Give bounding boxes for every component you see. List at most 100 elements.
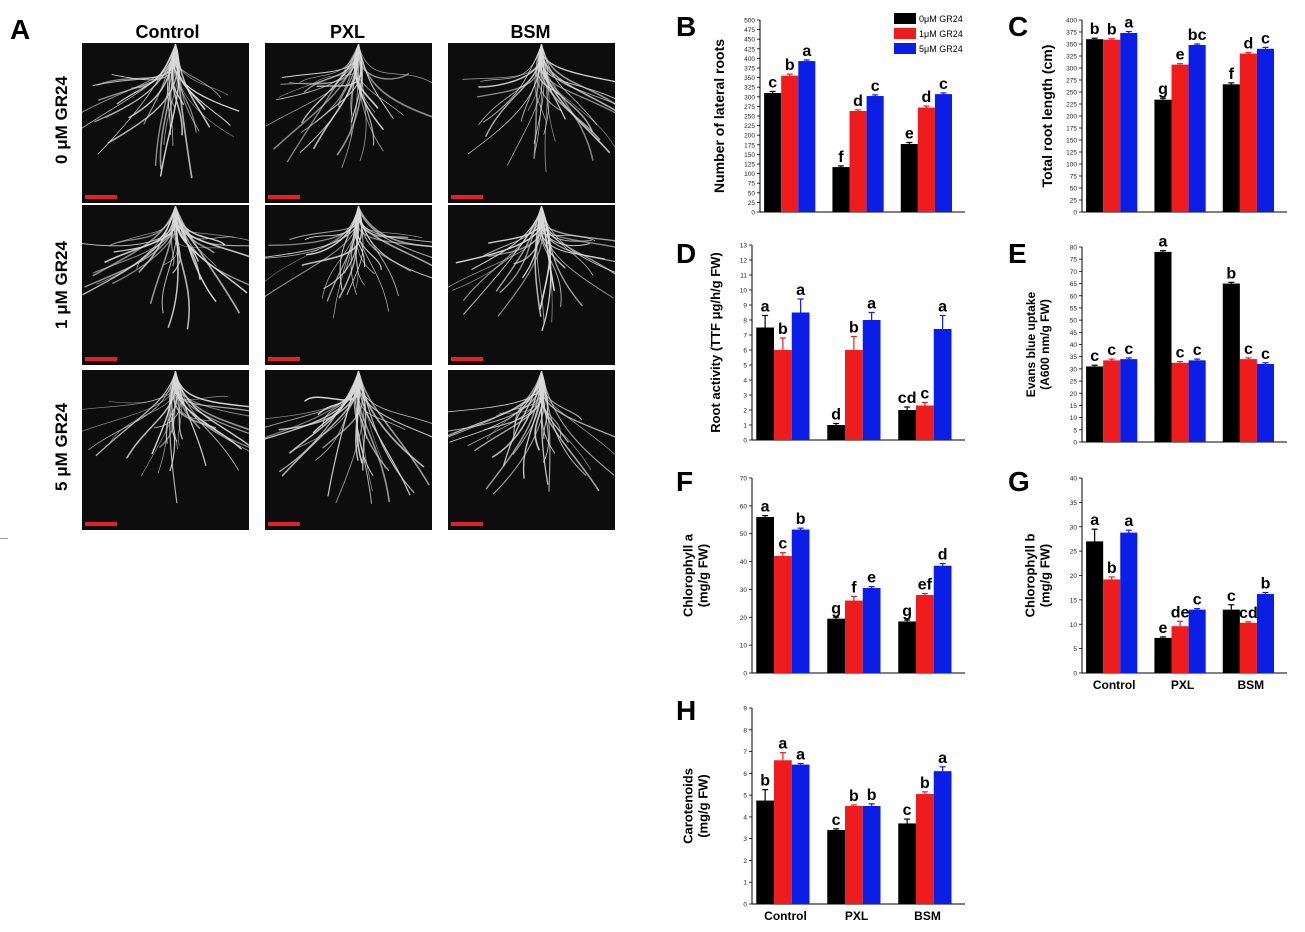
significance-label: e: [1176, 47, 1185, 64]
y-tick-label: 20: [1070, 391, 1078, 398]
y-tick-label: 0: [1073, 210, 1077, 217]
significance-label: a: [1124, 513, 1133, 530]
bar-control-0: [756, 327, 775, 440]
bar-pxl-0: [1154, 251, 1172, 442]
significance-label: c: [1261, 30, 1270, 47]
significance-label: a: [938, 299, 947, 316]
significance-label: g: [1158, 81, 1168, 98]
y-tick-label: 275: [744, 104, 755, 111]
scale-bar: [268, 195, 300, 199]
bar-pxl-1: [845, 600, 863, 673]
significance-label: cd: [1239, 605, 1258, 622]
significance-label: bc: [1188, 27, 1207, 44]
y-tick-label: 10: [1070, 415, 1078, 422]
scale-bar: [85, 357, 117, 361]
y-tick-label: 3: [743, 393, 747, 400]
significance-label: c: [903, 802, 912, 819]
bar-pxl-0: [1154, 99, 1172, 212]
bar-control-1: [774, 760, 792, 904]
bar-pxl-2: [862, 588, 881, 673]
significance-label: a: [761, 299, 770, 316]
y-tick-label: 4: [743, 814, 747, 821]
bar-control-2: [791, 529, 810, 673]
significance-label: a: [1124, 15, 1133, 32]
bar-bsm-0: [1222, 283, 1240, 442]
significance-label: f: [838, 149, 844, 166]
y-tick-label: 0: [743, 902, 747, 909]
significance-label: c: [871, 78, 880, 95]
y-tick-label: 5: [743, 793, 747, 800]
bar-pxl-1: [845, 350, 863, 440]
y-tick-label: 225: [1066, 102, 1077, 109]
significance-label: a: [796, 282, 805, 299]
y-tick-label: 35: [1070, 354, 1078, 361]
y-tick-label: 80: [1070, 245, 1078, 252]
y-tick-label: 65: [1070, 281, 1078, 288]
y-tick-label: 6: [743, 771, 747, 778]
bar-bsm-2: [933, 329, 952, 440]
significance-label: c: [1193, 592, 1202, 609]
y-axis-label: (mg/g FW): [696, 774, 711, 838]
y-tick-label: 25: [748, 200, 756, 207]
bar-bsm-0: [898, 823, 917, 904]
significance-label: b: [1226, 265, 1236, 282]
x-tick-label: Control: [764, 909, 807, 923]
y-tick-label: 100: [1066, 162, 1077, 169]
root-photo-control-5um: [82, 370, 249, 530]
bar-pxl-1: [849, 111, 867, 212]
y-tick-label: 8: [743, 318, 747, 325]
scale-bar: [451, 522, 483, 526]
bar-pxl-0: [827, 425, 846, 440]
significance-label: c: [939, 76, 948, 93]
bar-bsm-0: [1222, 609, 1240, 673]
y-tick-label: 450: [744, 37, 755, 44]
panel-letter: C: [1008, 11, 1028, 42]
bar-pxl-2: [866, 96, 884, 212]
y-tick-label: 4: [743, 378, 747, 385]
y-tick-label: 60: [740, 503, 748, 510]
y-tick-label: 45: [1070, 330, 1078, 337]
bar-control-1: [1103, 579, 1121, 673]
panel-a-letter: A: [10, 14, 31, 45]
significance-label: b: [1107, 22, 1117, 39]
significance-label: c: [920, 386, 929, 403]
significance-label: a: [1090, 512, 1099, 529]
y-tick-label: 25: [1070, 549, 1078, 556]
bar-control-2: [1120, 32, 1138, 213]
root-photo-pxl-1um: [265, 205, 432, 365]
significance-label: b: [1090, 21, 1100, 38]
significance-label: b: [867, 787, 877, 804]
significance-label: c: [1261, 346, 1270, 363]
column-header-control: Control: [135, 22, 200, 42]
bar-bsm-2: [934, 94, 953, 212]
scale-bar: [451, 195, 483, 199]
y-tick-label: 30: [740, 587, 748, 594]
significance-label: b: [1107, 560, 1117, 577]
y-tick-label: 0: [743, 438, 747, 445]
y-tick-label: 125: [744, 162, 755, 169]
y-tick-label: 20: [1070, 573, 1078, 580]
x-tick-label: BSM: [914, 909, 941, 923]
bar-control-1: [1103, 360, 1121, 442]
significance-label: d: [1244, 36, 1254, 53]
y-tick-label: 1: [743, 423, 747, 430]
legend-swatch: [894, 43, 916, 54]
legend-label: 1μM GR24: [919, 29, 963, 39]
significance-label: b: [760, 773, 770, 790]
root-photo-control-0um: [82, 43, 249, 203]
root-photo-bsm-0um: [448, 43, 615, 203]
bar-control-0: [1086, 39, 1104, 213]
significance-label: d: [853, 93, 863, 110]
y-tick-label: 50: [1070, 318, 1078, 325]
bar-bsm-1: [916, 595, 934, 673]
panel-letter: B: [676, 11, 696, 42]
bar-pxl-1: [1171, 64, 1189, 212]
bar-bsm-0: [898, 410, 917, 440]
y-tick-label: 1: [743, 880, 747, 887]
y-tick-label: 30: [1070, 366, 1078, 373]
y-tick-label: 250: [744, 114, 755, 121]
bar-control-2: [791, 312, 810, 440]
y-tick-label: 75: [1070, 257, 1078, 264]
